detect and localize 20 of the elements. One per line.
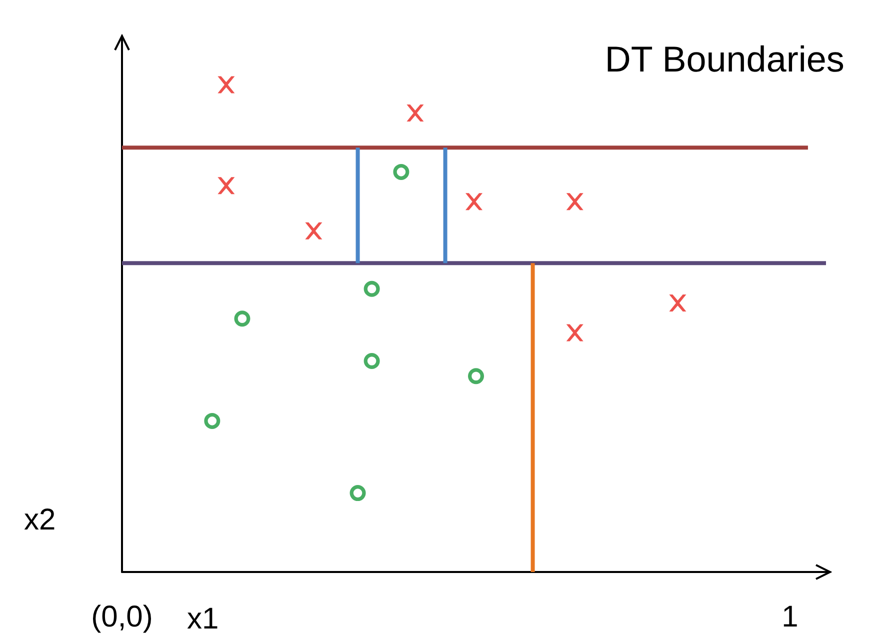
point [406, 104, 424, 122]
point [350, 485, 366, 502]
point [234, 310, 250, 327]
point [468, 368, 484, 384]
point [305, 222, 322, 240]
x-tick-label: 1 [782, 600, 798, 634]
chart-title: DT Boundaries [604, 38, 844, 80]
point [364, 353, 380, 370]
point [204, 412, 220, 429]
y-axis-title: x2 [24, 504, 56, 536]
point [218, 76, 235, 94]
point [393, 164, 410, 180]
point [465, 193, 482, 210]
point [669, 294, 686, 312]
point [364, 280, 380, 297]
point [566, 193, 584, 210]
x-axis-title: x1 [187, 602, 219, 636]
x-tick-label: (0,0) [91, 600, 153, 634]
point [218, 177, 235, 194]
point [566, 324, 584, 342]
